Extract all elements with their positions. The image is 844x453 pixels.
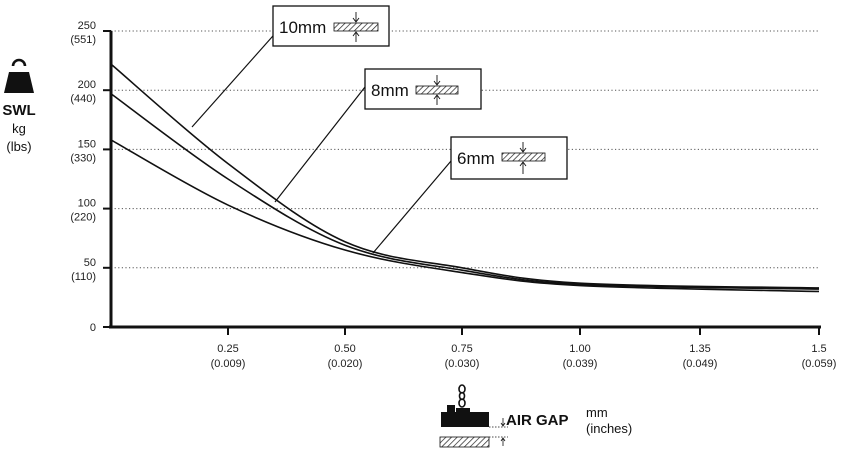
y-tick-label: 150 [78,138,96,150]
callout-8mm-label: 8mm [371,81,409,100]
y-tick-sublabel: (110) [71,271,96,283]
x-tick-sublabel: (0.030) [445,358,480,370]
weight-icon [4,58,34,93]
y-axis-unit: kg [12,121,26,136]
x-tick-sublabel: (0.020) [328,358,363,370]
y-tick-sublabel: (440) [70,93,96,105]
x-tick-labels: 0.25 (0.009) 0.50 (0.020) 0.75 (0.030) 1.00 (0.… [211,327,837,370]
x-tick-sublabel: (0.009) [211,358,246,370]
callout-8mm: 8mm [364,68,482,110]
y-axis-unit-secondary: (lbs) [6,139,31,154]
series-lines [110,63,820,293]
x-tick-label: 0.25 [217,343,238,355]
x-tick-sublabel: (0.049) [683,358,718,370]
series-line-10mm [110,63,820,289]
x-tick-sublabel: (0.039) [563,358,598,370]
x-tick-label: 0.75 [451,343,472,355]
y-tick-label: 100 [78,198,96,210]
x-axis-unit: mm [586,405,608,420]
y-tick-sublabel: (330) [70,152,96,164]
plate-thickness-icon [333,12,379,42]
magnet-lift-air-gap-icon [439,384,508,448]
x-axis-unit-secondary: (inches) [586,421,632,436]
y-tick-label: 50 [84,257,96,269]
leader-8mm [274,86,366,203]
x-tick-label: 1.35 [689,343,710,355]
y-tick-label: 250 [78,20,96,32]
y-tick-sublabel: (220) [70,212,96,224]
y-tick-label: 200 [78,79,96,91]
x-axis-label: AIR GAP [506,412,569,429]
plate-thickness-icon [501,142,546,174]
callout-10mm-label: 10mm [279,18,326,37]
series-line-8mm [110,93,820,290]
x-tick-label: 1.5 [811,343,826,355]
callout-6mm-label: 6mm [457,149,495,168]
callout-10mm: 10mm [272,5,390,47]
y-tick-labels: 0 50 (110) 100 (220) 150 (330) 200 (440) 250 (551) [70,20,111,334]
x-tick-label: 1.00 [569,343,590,355]
y-axis-label: SWL [2,102,35,119]
callout-leaders [191,27,452,254]
leader-6mm [372,160,452,254]
x-axis-title: AIR GAP mm (inches) [439,384,632,448]
y-axis-title: SWL kg (lbs) [2,58,36,154]
y-tick-sublabel: (551) [70,34,96,46]
x-tick-sublabel: (0.059) [802,358,837,370]
callout-6mm: 6mm [450,136,568,180]
series-line-6mm [110,139,820,293]
leader-10mm [191,27,281,128]
x-tick-label: 0.50 [334,343,355,355]
plate-thickness-icon [415,75,459,105]
y-tick-label: 0 [90,322,96,334]
